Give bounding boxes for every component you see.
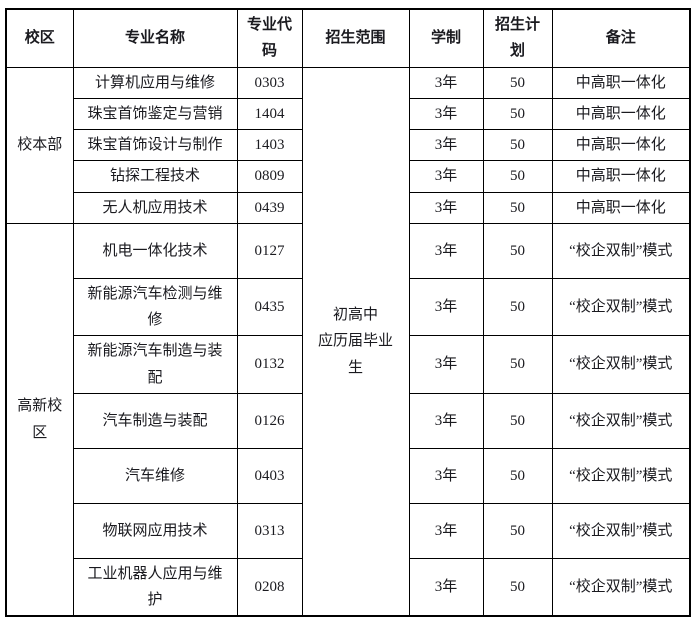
- table-row: 钻探工程技术 0809 3年 50 中高职一体化: [6, 160, 691, 193]
- scope-line: 应历届毕业: [317, 333, 393, 350]
- duration-cell: 3年: [408, 128, 484, 162]
- major-code-cell: 0303: [236, 66, 303, 99]
- header-plan: 招生计划: [482, 8, 553, 68]
- major-name-cell: 汽车制造与装配: [72, 392, 238, 449]
- major-name-cell: 汽车维修: [72, 447, 238, 504]
- duration-cell: 3年: [408, 335, 484, 394]
- table-row: 汽车维修 0403 3年 50 “校企双制”模式: [6, 447, 691, 504]
- plan-cell: 50: [482, 277, 553, 337]
- major-code-cell: 0313: [236, 502, 303, 559]
- plan-cell: 50: [482, 97, 553, 131]
- remark-cell: “校企双制”模式: [551, 447, 691, 504]
- table-row: 珠宝首饰鉴定与营销 1404 3年 50 中高职一体化: [6, 97, 691, 131]
- header-campus: 校区: [5, 8, 74, 68]
- major-code-cell: 0435: [236, 277, 303, 337]
- remark-cell: 中高职一体化: [551, 97, 691, 131]
- scope-line: 初高中: [332, 307, 378, 323]
- major-name-cell: 钻探工程技术: [72, 160, 238, 193]
- remark-cell: 中高职一体化: [551, 160, 691, 193]
- scope-cell: 初高中 应历届毕业 生: [301, 66, 410, 617]
- table-row: 高新校区 机电一体化技术 0127 3年 50 “校企双制”模式: [5, 222, 691, 617]
- major-name-cell: 珠宝首饰鉴定与营销: [72, 97, 238, 131]
- plan-cell: 50: [482, 66, 553, 99]
- campus-cell: 高新校区: [5, 222, 74, 617]
- plan-cell: 50: [482, 335, 553, 394]
- duration-cell: 3年: [408, 447, 484, 504]
- major-code-cell: 1403: [236, 128, 303, 162]
- duration-cell: 3年: [408, 222, 484, 279]
- remark-cell: “校企双制”模式: [551, 557, 691, 617]
- major-code-cell: 1404: [236, 97, 303, 131]
- major-name-cell: 珠宝首饰设计与制作: [72, 128, 238, 162]
- table-row: 新能源汽车制造与装配 0132 3年 50 “校企双制”模式: [6, 335, 691, 394]
- major-name-cell: 计算机应用与维修: [72, 66, 238, 99]
- plan-cell: 50: [482, 557, 553, 617]
- major-name-cell: 工业机器人应用与维护: [72, 557, 238, 617]
- header-duration: 学制: [408, 8, 484, 68]
- scope-line: 生: [347, 359, 363, 376]
- plan-cell: 50: [482, 160, 553, 193]
- table-row: 无人机应用技术 0439 3年 50 中高职一体化: [6, 191, 691, 224]
- remark-cell: “校企双制”模式: [551, 502, 691, 559]
- remark-cell: 中高职一体化: [551, 191, 691, 224]
- major-code-cell: 0127: [236, 222, 303, 279]
- major-name-cell: 新能源汽车制造与装配: [72, 335, 238, 394]
- remark-cell: 中高职一体化: [551, 128, 691, 162]
- duration-cell: 3年: [408, 502, 484, 559]
- campus-cell: 校本部: [5, 66, 74, 224]
- table-row: 校本部 计算机应用与维修 0303 初高中 应历届毕业 生 3年 50 中高职一…: [5, 66, 691, 617]
- header-scope: 招生范围: [301, 8, 410, 68]
- table-row: 物联网应用技术 0313 3年 50 “校企双制”模式: [6, 502, 691, 559]
- major-code-cell: 0208: [236, 557, 303, 617]
- major-name-cell: 新能源汽车检测与维修: [72, 277, 238, 337]
- major-code-cell: 0126: [236, 392, 303, 449]
- remark-cell: “校企双制”模式: [551, 277, 691, 337]
- duration-cell: 3年: [408, 277, 484, 337]
- major-code-cell: 0439: [236, 191, 303, 224]
- remark-cell: “校企双制”模式: [551, 335, 691, 394]
- plan-cell: 50: [482, 502, 553, 559]
- duration-cell: 3年: [408, 392, 484, 449]
- plan-cell: 50: [482, 222, 553, 279]
- header-major-name: 专业名称: [72, 8, 238, 68]
- plan-cell: 50: [482, 447, 553, 504]
- remark-cell: “校企双制”模式: [551, 222, 691, 279]
- major-name-cell: 物联网应用技术: [72, 502, 238, 559]
- major-name-cell: 机电一体化技术: [72, 222, 238, 279]
- table-row: 新能源汽车检测与维修 0435 3年 50 “校企双制”模式: [6, 277, 691, 337]
- enrollment-table: 校区 专业名称 专业代码 招生范围 学制 招生计划 备注 校本部 计算机应用与维…: [5, 8, 691, 617]
- remark-cell: 中高职一体化: [551, 66, 691, 99]
- plan-cell: 50: [482, 392, 553, 449]
- duration-cell: 3年: [408, 97, 484, 131]
- header-remark: 备注: [551, 8, 691, 68]
- page: 校区 专业名称 专业代码 招生范围 学制 招生计划 备注 校本部 计算机应用与维…: [5, 8, 691, 617]
- table-row: 珠宝首饰设计与制作 1403 3年 50 中高职一体化: [6, 128, 691, 162]
- major-code-cell: 0403: [236, 447, 303, 504]
- major-code-cell: 0132: [236, 335, 303, 394]
- header-row: 校区 专业名称 专业代码 招生范围 学制 招生计划 备注: [5, 8, 691, 68]
- duration-cell: 3年: [408, 191, 484, 224]
- remark-cell: “校企双制”模式: [551, 392, 691, 449]
- duration-cell: 3年: [408, 557, 484, 617]
- plan-cell: 50: [482, 128, 553, 162]
- duration-cell: 3年: [408, 160, 484, 193]
- duration-cell: 3年: [408, 66, 484, 99]
- header-major-code: 专业代码: [236, 8, 303, 68]
- major-code-cell: 0809: [236, 160, 303, 193]
- plan-cell: 50: [482, 191, 553, 224]
- major-name-cell: 无人机应用技术: [72, 191, 238, 224]
